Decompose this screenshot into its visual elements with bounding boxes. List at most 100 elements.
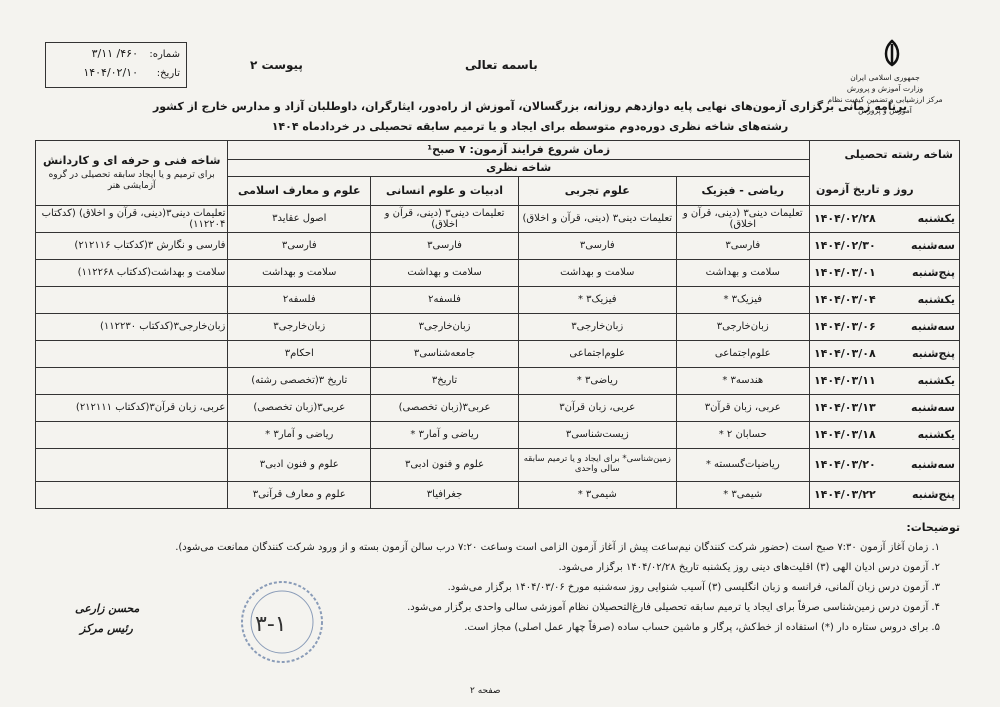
org: جمهوری اسلامی ایران وزارت آموزش و پرورش مر… (810, 72, 960, 116)
course-cell: فلسفه۲ (370, 286, 519, 314)
course-cell: فارسی۳ (517, 232, 677, 260)
date-wrap: پنج‌شنبه ۱۴۰۴/۰۳/۰۸ (810, 346, 959, 361)
course-cell: تعلیمات دینی۳ (دینی، قرآن و اخلاق) (370, 205, 519, 233)
date-wrap: سه‌شنبه ۱۴۰۴/۰۳/۲۰ (810, 457, 959, 472)
date-cell: پنج‌شنبه ۱۴۰۴/۰۳/۰۱ (808, 259, 961, 287)
date-cell: یکشنبه ۱۴۰۴/۰۳/۱۱ (808, 367, 961, 395)
course-cell: سلامت و بهداشت (227, 259, 372, 287)
date: ۱۴۰۴/۰۳/۰۸ (813, 346, 876, 360)
day: پنج‌شنبه (911, 487, 955, 501)
course-cell: ریاضی۳ * (517, 367, 677, 395)
course-cell (34, 286, 229, 314)
course-cell: شیمی۳ * (517, 481, 677, 509)
date: ۱۴۰۴/۰۳/۱۱ (813, 373, 876, 387)
page-number: صفحه ۲ (470, 686, 501, 696)
date-wrap: پنج‌شنبه ۱۴۰۴/۰۳/۰۱ (810, 265, 959, 280)
date-cell: سه‌شنبه ۱۴۰۴/۰۳/۰۶ (808, 313, 961, 341)
course-cell: عربی، زبان قرآن۳ (517, 394, 677, 422)
course-cell: زیست‌شناسی۳ (517, 421, 677, 449)
date-wrap: یکشنبه ۱۴۰۴/۰۳/۱۱ (810, 373, 959, 388)
date: ۱۴۰۴/۰۲/۱۰ (83, 66, 138, 79)
course-cell: فارسی۳ (675, 232, 810, 260)
course-cell: ریاضیات‌گسسته * (675, 448, 810, 482)
number: ۴۶۰/ ۳/۱۱ (91, 47, 138, 60)
day: سه‌شنبه (911, 457, 955, 471)
course-cell: سلامت و بهداشت (370, 259, 519, 287)
course-cell: فارسی۳ (370, 232, 519, 260)
org-line: آموزش و پرورش (858, 106, 912, 115)
date-cell: سه‌شنبه ۱۴۰۴/۰۳/۱۳ (808, 394, 961, 422)
schedule-row: سه‌شنبه ۱۴۰۴/۰۳/۰۶ زبان‌خارجی۳ زبان‌خارجی۳ ز… (34, 313, 961, 341)
date-wrap: سه‌شنبه ۱۴۰۴/۰۲/۳۰ (810, 238, 959, 253)
notes: ۱. زمان آغاز آزمون ۷:۳۰ صبح است (حضور شر… (175, 538, 940, 638)
course-cell: تاریخ۳ (370, 367, 519, 395)
course-cell: تاریخ ۳(تخصصی رشته) (227, 367, 372, 395)
vocational-cell: شاخه فنی و حرفه ای و کاردانش برای ترمیم و… (34, 140, 229, 206)
course-cell: زبان‌خارجی۳(کدکتاب ۱۱۲۲۳۰) (34, 313, 229, 341)
schedule-row: سه‌شنبه ۱۴۰۴/۰۳/۱۳ عربی، زبان قرآن۳ عربی، ز… (34, 394, 961, 422)
stamp (241, 581, 323, 663)
note: ۳. آزمون درس زبان آلمانی، فرانسه و زبان … (447, 582, 940, 593)
day: سه‌شنبه (911, 238, 955, 252)
schedule-row: سه‌شنبه ۱۴۰۴/۰۲/۳۰ فارسی۳ فارسی۳ فارسی۳ فارسی… (34, 232, 961, 260)
course-cell: عربی۳(زبان تخصصی) (370, 394, 519, 422)
course-cell: زمین‌شناسی* برای ایجاد و یا ترمیم سابقه … (517, 448, 677, 482)
date-cell: سه‌شنبه ۱۴۰۴/۰۳/۲۰ (808, 448, 961, 482)
course-cell: زبان‌خارجی۳ (517, 313, 677, 341)
date: ۱۴۰۴/۰۳/۰۴ (813, 292, 876, 306)
course-cell: احکام۳ (227, 340, 372, 368)
date-wrap: پنج‌شنبه ۱۴۰۴/۰۳/۲۲ (810, 487, 959, 502)
course-cell: عربی، زبان قرآن۳(کدکتاب ۲۱۲۱۱۱) (34, 394, 229, 422)
date-cell: سه‌شنبه ۱۴۰۴/۰۲/۳۰ (808, 232, 961, 260)
course-cell (34, 340, 229, 368)
title-line: برنامه زمانی برگزاری آزمون‌های نهایی پای… (152, 100, 908, 113)
org-line: مرکز ارزشیابی و تضمین کیفیت نظام (827, 95, 943, 104)
course-cell: علوم و فنون ادبی۳ (370, 448, 519, 482)
note: ۱. زمان آغاز آزمون ۷:۳۰ صبح است (حضور شر… (175, 542, 940, 553)
stamp-text: ۳-۱ (255, 612, 287, 637)
column-header: علوم و معارف اسلامی (227, 176, 372, 206)
date: ۱۴۰۴/۰۲/۲۸ (813, 211, 876, 225)
course-cell: تعلیمات دینی۳ (دینی، قرآن و اخلاق) (517, 205, 677, 233)
date-wrap: یکشنبه ۱۴۰۴/۰۳/۱۸ (810, 428, 959, 442)
course-cell: فیزیک۳ * (517, 286, 677, 314)
course-cell (34, 421, 229, 449)
course-cell (34, 367, 229, 395)
schedule-row: یکشنبه ۱۴۰۴/۰۳/۱۱ هندسه۳ * ریاضی۳ * تاریخ۳ تا… (34, 367, 961, 395)
day: یکشنبه (917, 373, 955, 387)
schedule-row: یکشنبه ۱۴۰۴/۰۳/۰۴ فیزیک۳ * فیزیک۳ * فلسفه۲ فل… (34, 286, 961, 314)
org-line: جمهوری اسلامی ایران (850, 73, 920, 82)
course-cell: سلامت و بهداشت (517, 259, 677, 287)
day: یکشنبه (917, 292, 955, 306)
date-label: تاریخ: (156, 68, 180, 79)
course-cell: علوم و فنون ادبی۳ (227, 448, 372, 482)
day: پنج‌شنبه (911, 265, 955, 279)
course-cell: علوم و معارف قرآنی۳ (227, 481, 372, 509)
course-cell: فلسفه۲ (227, 286, 372, 314)
column-header: علوم تجربی (517, 176, 677, 206)
note: ۲. آزمون درس ادیان الهی (۳) اقلیت‌های دی… (558, 562, 940, 573)
course-cell: علوم‌اجتماعی (675, 340, 810, 368)
course-cell: اصول عقاید۳ (227, 205, 372, 233)
day: یکشنبه (917, 211, 955, 225)
notes-title: توضیحات: (906, 521, 960, 534)
course-cell: علوم‌اجتماعی (517, 340, 677, 368)
date-cell: یکشنبه ۱۴۰۴/۰۲/۲۸ (808, 205, 961, 233)
branch: شاخه نظری (227, 159, 810, 177)
date-cell: پنج‌شنبه ۱۴۰۴/۰۳/۲۲ (808, 481, 961, 509)
day: سه‌شنبه (911, 400, 955, 414)
date-cell: یکشنبه ۱۴۰۴/۰۳/۱۸ (808, 421, 961, 449)
signature-role: رئیس مرکز (80, 622, 133, 635)
course-cell: زبان‌خارجی۳ (227, 313, 372, 341)
schedule-row: پنج‌شنبه ۱۴۰۴/۰۳/۲۲ شیمی۳ * شیمی۳ * جغرافیا۳… (34, 481, 961, 509)
date: ۱۴۰۴/۰۳/۰۶ (813, 319, 876, 333)
course-cell: سلامت و بهداشت (675, 259, 810, 287)
attachment: پیوست ۲ (250, 58, 303, 72)
title: برنامه زمانی برگزاری آزمون‌های نهایی پای… (100, 97, 960, 137)
number-box: شماره: ۴۶۰/ ۳/۱۱ تاریخ: ۱۴۰۴/۰۲/۱۰ (45, 42, 187, 88)
date-wrap: سه‌شنبه ۱۴۰۴/۰۳/۰۶ (810, 319, 959, 334)
course-cell: زبان‌خارجی۳ (370, 313, 519, 341)
org-line: وزارت آموزش و پرورش (846, 84, 924, 93)
course-cell: تعلیمات دینی۳ (دینی، قرآن و اخلاق) (675, 205, 810, 233)
date-cell: یکشنبه ۱۴۰۴/۰۳/۰۴ (808, 286, 961, 314)
